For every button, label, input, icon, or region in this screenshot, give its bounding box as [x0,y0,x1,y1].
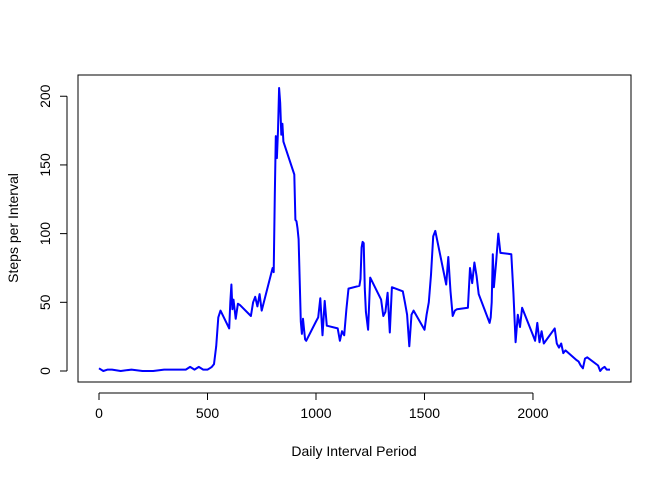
y-tick-label: 0 [37,367,53,375]
y-tick-label: 50 [37,294,53,310]
y-tick-label: 200 [37,84,53,108]
x-axis: 0 500 1000 1500 2000 [95,392,549,421]
steps-series-line [98,87,610,372]
x-tick-label: 2000 [517,405,548,421]
x-tick-label: 0 [95,405,103,421]
x-tick-label: 1000 [300,405,331,421]
x-tick-label: 1500 [409,405,440,421]
x-axis-title: Daily Interval Period [291,443,416,459]
plot-box [77,74,632,383]
y-axis-title: Steps per Interval [5,173,21,283]
x-tick-label: 500 [196,405,220,421]
y-axis: 0 50 100 150 200 [37,84,68,375]
y-tick-label: 150 [37,153,53,177]
y-tick-label: 100 [37,222,53,246]
